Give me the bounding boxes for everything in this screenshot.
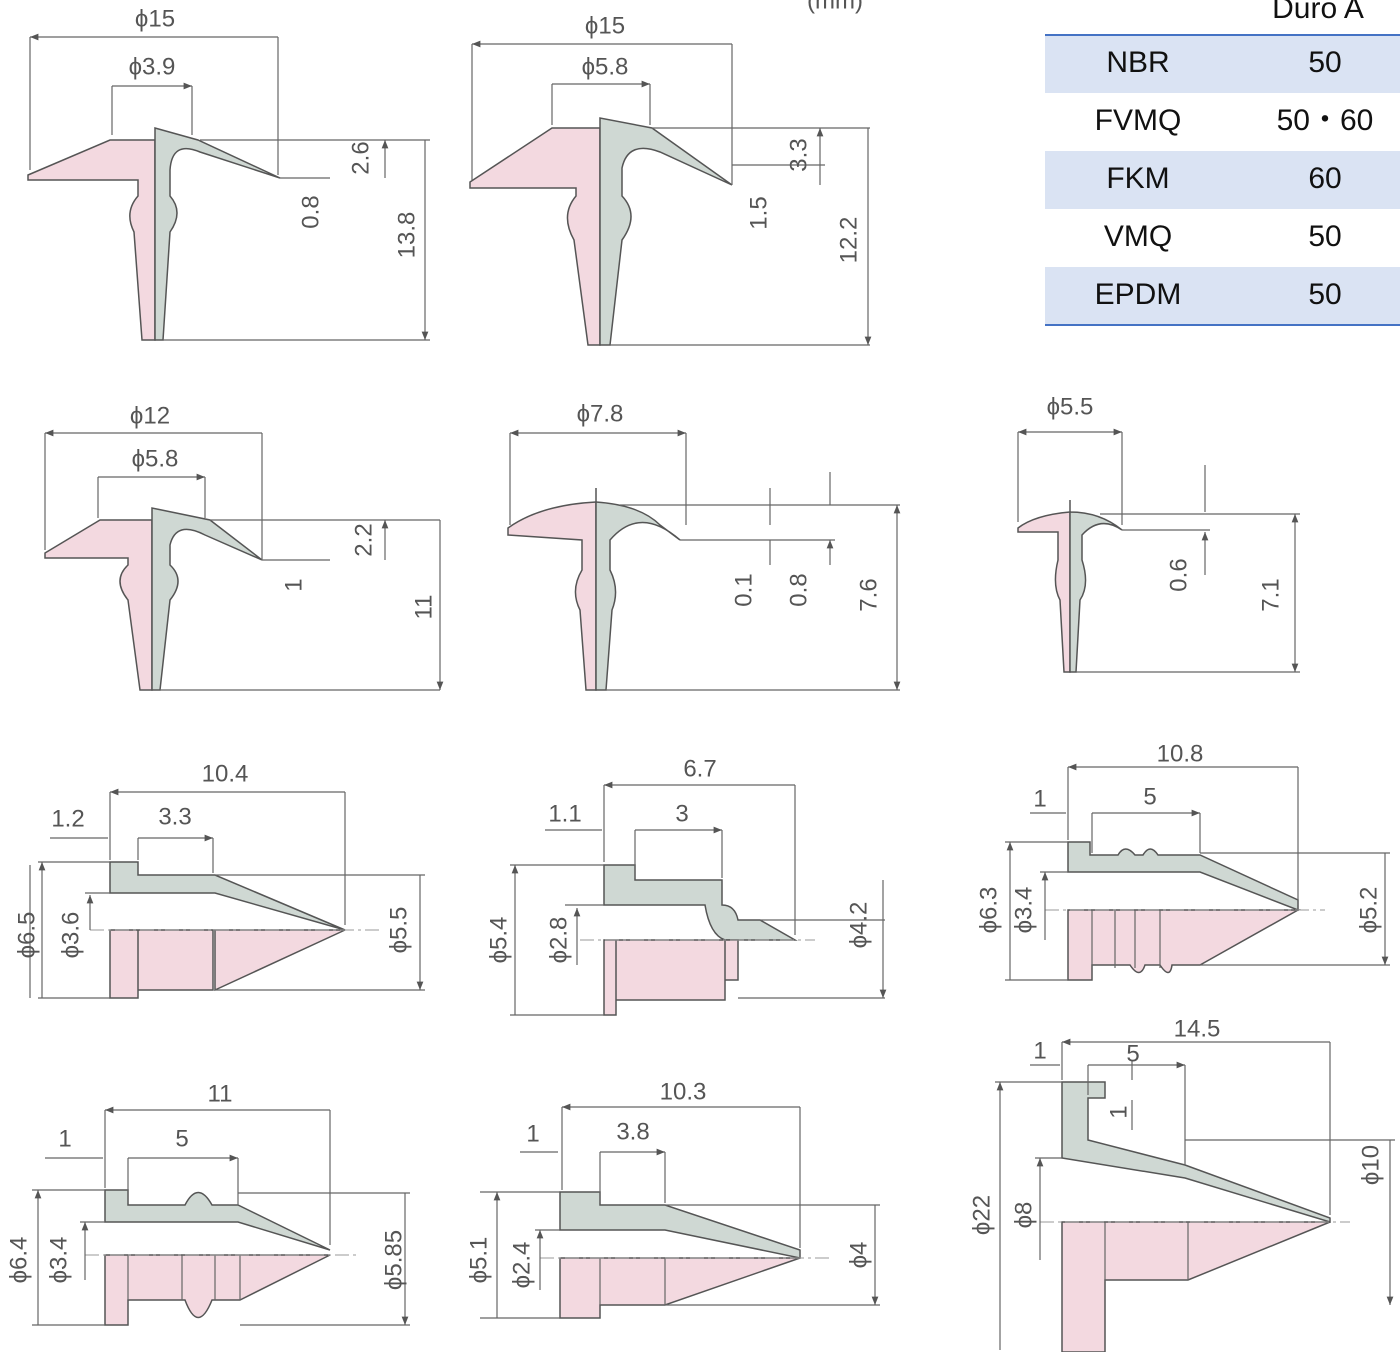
- material: VMQ: [1104, 220, 1172, 253]
- dimension: ϕ15: [585, 12, 625, 39]
- dimension: ϕ22: [968, 1195, 995, 1235]
- hardness: 50: [1308, 278, 1341, 311]
- dimension: ϕ4: [845, 1242, 872, 1269]
- unit: (mm): [807, 0, 863, 14]
- dimension: ϕ2.4: [508, 1242, 535, 1289]
- dimension: 3.3: [158, 803, 191, 830]
- part-5: ϕ5.5 0.6 7.1: [1017, 393, 1300, 673]
- dimension: ϕ6.4: [5, 1237, 32, 1284]
- material: EPDM: [1095, 278, 1182, 311]
- dimension: ϕ5.4: [485, 917, 512, 964]
- dimension: ϕ7.8: [577, 400, 624, 427]
- hardness: 50・60: [1277, 104, 1374, 137]
- dimension: 3.3: [785, 138, 812, 171]
- dimension: 6.7: [683, 755, 716, 782]
- dimension: ϕ5.5: [1047, 393, 1094, 420]
- dimension: 5: [1143, 783, 1156, 810]
- dimension: 12.2: [835, 217, 862, 264]
- part-1: ϕ15 ϕ3.9 2.6 0.8 13.8: [28, 5, 430, 340]
- dimension: 1: [1105, 1105, 1132, 1118]
- dimension: 1.2: [51, 805, 84, 832]
- dimension: 7.1: [1257, 578, 1284, 611]
- dimension: ϕ2.8: [545, 917, 572, 964]
- dimension: 1: [58, 1125, 71, 1152]
- dimension: ϕ5.1: [465, 1237, 492, 1284]
- hardness: 50: [1308, 220, 1341, 253]
- dimension: 0.6: [1165, 558, 1192, 591]
- hardness: 50: [1308, 46, 1341, 79]
- dimension: 5: [175, 1125, 188, 1152]
- part-3: ϕ12 ϕ5.8 2.2 1 11: [45, 402, 440, 690]
- dimension: 10.8: [1157, 740, 1204, 767]
- dimension: ϕ6.5: [13, 912, 40, 959]
- dimension: 1.5: [745, 196, 772, 229]
- dimension: 7.6: [855, 578, 882, 611]
- dimension: 2.6: [347, 141, 374, 174]
- dimension: ϕ5.85: [380, 1230, 407, 1290]
- dimension: 0.1: [730, 573, 757, 606]
- hardness: 60: [1308, 162, 1341, 195]
- dimension: 5: [1126, 1040, 1139, 1067]
- dimension: 14.5: [1174, 1015, 1221, 1042]
- table-header: Duro A: [1272, 0, 1364, 25]
- part-11: 14.5 1 5 1 ϕ22 ϕ8 ϕ10: [968, 1015, 1395, 1352]
- dimension: 1: [1033, 785, 1046, 812]
- dimension: 10.4: [202, 760, 249, 787]
- dimension: 0.8: [297, 195, 324, 228]
- dimension: ϕ3.4: [45, 1237, 72, 1284]
- dimension: ϕ5.8: [582, 53, 629, 80]
- dimension: ϕ3.6: [57, 912, 84, 959]
- dimension: ϕ15: [135, 5, 175, 32]
- material: NBR: [1106, 46, 1169, 79]
- dimension: 3: [675, 800, 688, 827]
- dimension: 3.8: [616, 1118, 649, 1145]
- dimension: 13.8: [393, 212, 420, 259]
- dimension: ϕ5.8: [132, 445, 179, 472]
- part-10: 10.3 1 3.8 ϕ5.1 ϕ2.4 ϕ4: [465, 1078, 880, 1319]
- part-2: ϕ15 ϕ5.8 3.3 1.5 12.2: [470, 12, 870, 345]
- dimension: ϕ4.2: [845, 902, 872, 949]
- dimension: ϕ8: [1010, 1202, 1037, 1229]
- dimension: ϕ3.4: [1010, 887, 1037, 934]
- dimension: 1: [526, 1120, 539, 1147]
- dimension: 0.8: [785, 573, 812, 606]
- dimension: 11: [410, 595, 437, 620]
- part-4: ϕ7.8 0.1 0.8 7.6: [507, 400, 901, 691]
- part-6: 10.4 1.2 3.3 ϕ6.5 ϕ3.6 ϕ5.5: [13, 760, 425, 998]
- dimension: ϕ10: [1357, 1145, 1384, 1185]
- material: FVMQ: [1095, 104, 1182, 137]
- dimension: ϕ6.3: [975, 887, 1002, 934]
- part-7: 6.7 1.1 3 ϕ5.4 ϕ2.8 ϕ4.2: [485, 755, 885, 1016]
- part-9: 11 1 5 ϕ6.4 ϕ3.4 ϕ5.85: [5, 1080, 410, 1325]
- dimension: ϕ3.9: [129, 53, 176, 80]
- dimension: 2.2: [350, 523, 377, 556]
- hardness-table: Duro A NBR 50 FVMQ 50・60 FKM 60 VMQ 50 E…: [1045, 0, 1400, 326]
- material: FKM: [1106, 162, 1169, 195]
- part-8: 10.8 1 5 ϕ6.3 ϕ3.4 ϕ5.2: [975, 740, 1390, 981]
- dimension: ϕ5.2: [1355, 887, 1382, 934]
- dimension: 1: [1033, 1037, 1046, 1064]
- dimension: 10.3: [660, 1078, 707, 1105]
- dimension: ϕ12: [130, 402, 170, 429]
- dimension: ϕ5.5: [385, 907, 412, 954]
- dimension: 1.1: [548, 800, 581, 827]
- dimension: 11: [208, 1080, 233, 1107]
- dimension: 1: [280, 578, 307, 591]
